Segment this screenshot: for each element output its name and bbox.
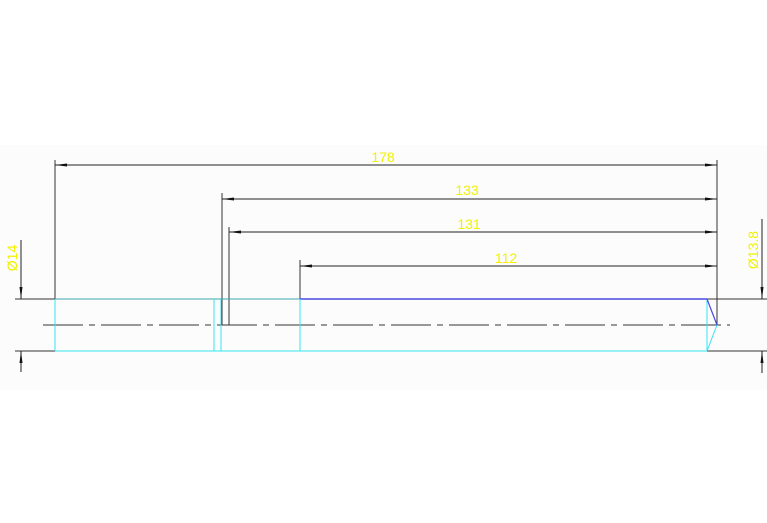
- dimension-lines: [19, 163, 764, 373]
- dim-text-dia14: Ø14: [4, 245, 20, 272]
- dim-text-133: 133: [455, 182, 479, 198]
- dim-text-dia13-8: Ø13.8: [745, 231, 761, 269]
- extension-lines: [15, 160, 767, 352]
- shaft-outline: [54, 298, 718, 352]
- dim-text-131: 131: [457, 216, 481, 232]
- drawing-area: [0, 145, 767, 390]
- dim-text-178: 178: [371, 149, 395, 165]
- dim-text-112: 112: [495, 250, 518, 266]
